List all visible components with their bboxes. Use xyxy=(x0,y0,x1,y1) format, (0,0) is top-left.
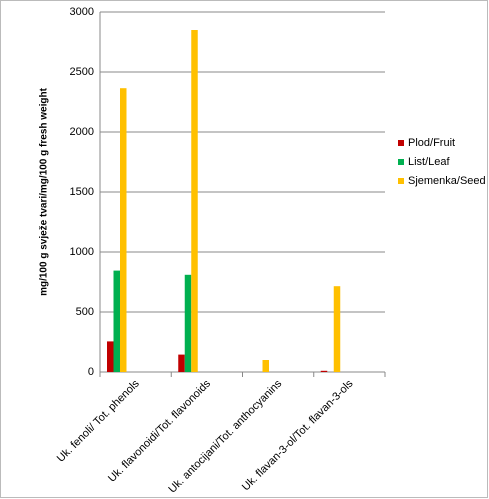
y-axis-label: mg/100 g svježe tvari/mg/100 g fresh wei… xyxy=(39,87,50,296)
y-tick-label: 1500 xyxy=(70,186,94,198)
bar xyxy=(113,270,120,372)
legend-label: Sjemenka/Seed xyxy=(408,175,486,187)
bar xyxy=(320,370,328,372)
y-tick-label: 2500 xyxy=(70,66,94,78)
y-tick-label: 2000 xyxy=(70,126,94,138)
legend-label: Plod/Fruit xyxy=(408,137,455,149)
legend-label: List/Leaf xyxy=(408,156,451,168)
bar xyxy=(191,30,198,372)
bar xyxy=(262,360,269,372)
y-tick-label: 3000 xyxy=(70,6,94,18)
y-tick-label: 0 xyxy=(88,366,94,378)
y-tick-label: 500 xyxy=(76,306,94,318)
bar xyxy=(107,341,114,372)
bar xyxy=(120,88,127,372)
bar xyxy=(184,274,192,372)
y-tick-label: 1000 xyxy=(70,246,94,258)
legend-swatch xyxy=(398,159,404,165)
legend-swatch xyxy=(398,140,404,146)
bar xyxy=(178,354,185,372)
bar xyxy=(333,286,341,372)
legend-swatch xyxy=(398,178,404,184)
